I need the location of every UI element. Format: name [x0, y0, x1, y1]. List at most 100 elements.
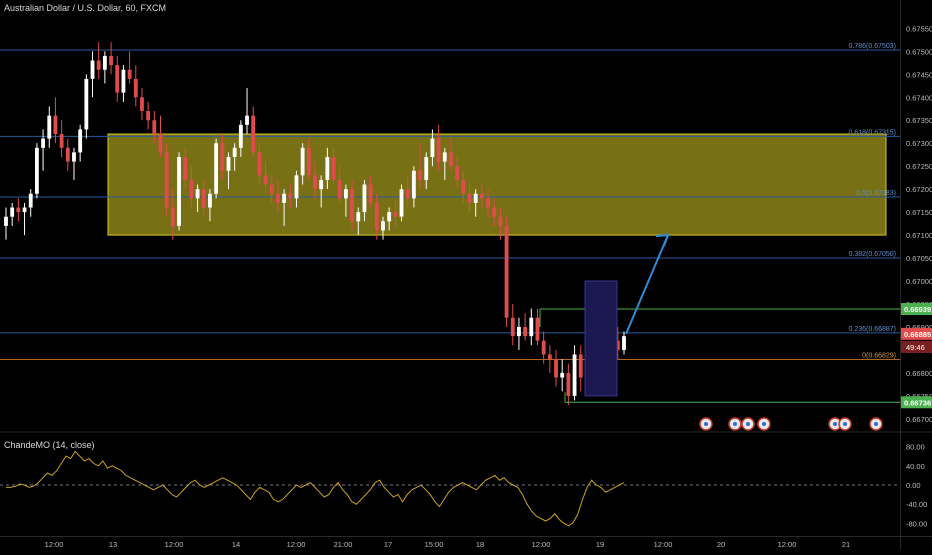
time-tick-label: 14: [232, 540, 240, 549]
candle-body: [152, 120, 157, 135]
candle-body: [350, 189, 354, 222]
candle-body: [220, 143, 225, 171]
candle-body: [343, 189, 348, 199]
candle-body: [251, 115, 256, 153]
candle-body: [430, 138, 435, 157]
candle-body: [294, 175, 299, 199]
cmo-pane: [0, 450, 900, 527]
candle-body: [362, 184, 367, 213]
candle-body: [96, 60, 101, 70]
time-tick-label: 13: [109, 540, 117, 549]
candle-body: [282, 193, 287, 203]
candle-body: [263, 175, 268, 185]
fib-label: 0.5(0.67183): [856, 190, 896, 197]
candle-body: [418, 170, 422, 180]
supply-zone-rect: [107, 133, 887, 236]
candle-body: [276, 193, 280, 203]
price-tick-label: 0.67450: [906, 70, 932, 79]
supply-zone: [107, 133, 887, 236]
candle-body: [28, 193, 33, 208]
price-tick-label: 0.66900: [906, 323, 932, 332]
candle-body: [319, 179, 324, 190]
candle-body: [226, 156, 231, 171]
candle-body: [442, 152, 447, 162]
candle-body: [523, 326, 528, 337]
candle-body: [53, 115, 58, 135]
candle-body: [325, 156, 330, 180]
price-tick-label: 0.67550: [906, 24, 932, 33]
candle-body: [140, 97, 144, 112]
time-tick-label: 19: [596, 540, 604, 549]
price-tick-label: 0.66800: [906, 369, 932, 378]
candle-body: [208, 193, 212, 208]
chart-title: Australian Dollar / U.S. Dollar, 60, FXC…: [4, 3, 167, 13]
event-marker-dot: [843, 422, 847, 426]
candle-body: [615, 340, 620, 350]
candle-body: [498, 216, 503, 226]
time-tick-label: 21: [842, 540, 850, 549]
cmo-tick-label: -80.00: [906, 519, 927, 528]
current-price-tag-bg: [901, 327, 932, 340]
time-tick-label: 12:00: [287, 540, 306, 549]
time-tick-label: 12:00: [532, 540, 551, 549]
time-tick-label: 12:00: [654, 540, 673, 549]
price-tick-label: 0.67350: [906, 116, 932, 125]
candle-body: [541, 340, 546, 355]
time-tick-label: 20: [717, 540, 725, 549]
candle-body: [381, 221, 385, 231]
candle-body: [121, 69, 126, 93]
cmo-tick-label: 0.00: [906, 481, 921, 490]
event-marker-dot: [746, 422, 750, 426]
candle-body: [158, 134, 163, 153]
candle-body: [22, 207, 27, 213]
price-tick-label: 0.67400: [906, 93, 932, 102]
candle-body: [47, 115, 52, 139]
candle-body: [102, 55, 107, 70]
candle-body: [479, 193, 484, 199]
candle-body: [115, 65, 120, 93]
candle-body: [133, 78, 138, 98]
candle-body: [473, 193, 478, 203]
cmo-tick-label: -40.00: [906, 500, 927, 509]
candle-body: [411, 170, 416, 199]
candle-body: [566, 372, 571, 396]
price-tick-label: 0.67200: [906, 185, 932, 194]
candle-body: [183, 156, 188, 180]
candle-body: [177, 156, 181, 226]
time-tick-label: 21:00: [334, 540, 353, 549]
countdown-bg: [901, 340, 932, 353]
candle-body: [65, 147, 70, 162]
price-tick-label: 0.67150: [906, 208, 932, 217]
event-markers[interactable]: [699, 417, 883, 431]
candle-body: [356, 212, 361, 222]
candle-body: [337, 179, 342, 199]
time-tick-label: 12:00: [165, 540, 184, 549]
time-tick-label: 18: [476, 540, 484, 549]
candle-body: [486, 198, 490, 208]
event-marker-dot: [874, 422, 878, 426]
fib-label: 0(0.66829): [862, 353, 896, 360]
price-tick-label: 0.67250: [906, 162, 932, 171]
candle-body: [78, 129, 83, 153]
candle-body: [436, 138, 441, 162]
candle-body: [399, 189, 404, 217]
bottom-price-tag: 0.66736: [904, 398, 931, 407]
candle-body: [201, 189, 206, 208]
candle-body: [288, 193, 293, 199]
candle-body: [313, 175, 317, 190]
candle-body: [269, 184, 274, 194]
candle-body: [41, 138, 45, 148]
event-marker-dot: [833, 422, 837, 426]
candle-body: [560, 372, 565, 378]
candle-body: [245, 115, 249, 125]
candle-body: [387, 212, 392, 222]
fib-label: 0.786(0.67503): [849, 43, 896, 50]
fib-label: 0.382(0.67050): [849, 251, 896, 258]
highlight-box: [584, 280, 618, 397]
candle-body: [4, 216, 8, 226]
event-marker-dot: [733, 422, 737, 426]
event-marker-dot: [704, 422, 708, 426]
